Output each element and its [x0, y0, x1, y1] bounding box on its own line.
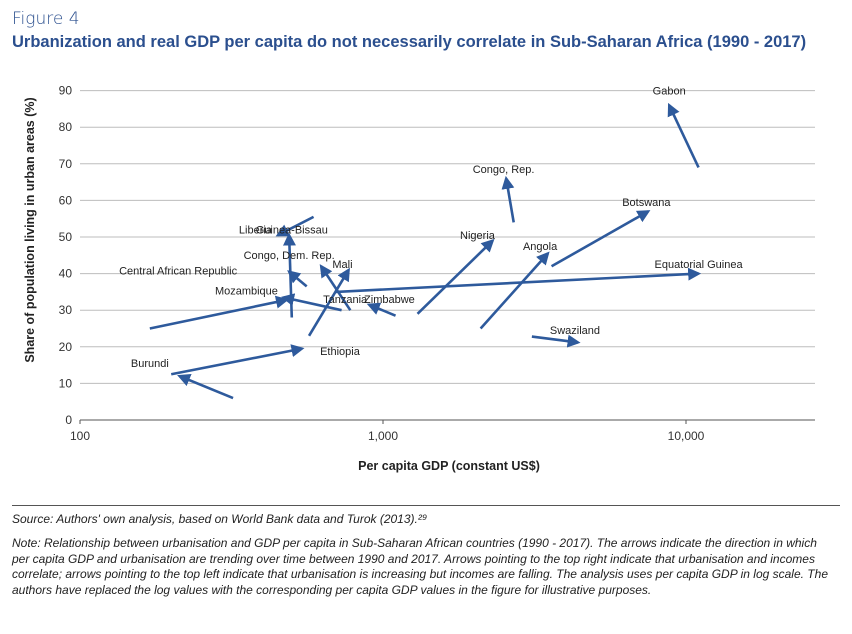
y-tick-label: 60	[59, 193, 73, 207]
y-axis: 0 10 20 30 40 50 60 70 80 90	[59, 84, 73, 427]
arrow-ethiopia	[170, 344, 305, 376]
arrow-congo-rep	[501, 175, 515, 223]
arrow-swaziland	[531, 334, 581, 348]
label-burundi: Burundi	[131, 358, 169, 370]
arrow-zimbabwe	[366, 302, 397, 317]
label-equatorial-guinea: Equatorial Guinea	[655, 259, 744, 271]
x-tick-label: 100	[70, 429, 90, 443]
label-swaziland: Swaziland	[550, 325, 600, 337]
arrow-guinea-bissau	[282, 232, 296, 318]
y-axis-label: Share of population living in urban area…	[23, 97, 37, 362]
label-ethiopia: Ethiopia	[320, 346, 361, 358]
y-tick-label: 90	[59, 84, 73, 98]
label-congo-rep: Congo, Rep.	[473, 164, 535, 176]
label-angola: Angola	[523, 241, 558, 253]
x-tick-label: 10,000	[668, 429, 705, 443]
x-tick-label: 1,000	[368, 429, 398, 443]
label-botswana: Botswana	[622, 197, 671, 209]
arrow-angola	[479, 251, 550, 330]
y-tick-label: 80	[59, 120, 73, 134]
label-guinea-bissau: Guinea-Bissau	[256, 224, 328, 236]
arrow-mali	[307, 267, 350, 337]
arrow-congo-dem-rep	[319, 264, 352, 311]
y-tick-label: 50	[59, 230, 73, 244]
label-zimbabwe: Zimbabwe	[364, 294, 415, 306]
arrow-central-african-republic	[287, 270, 308, 288]
label-mozambique: Mozambique	[215, 285, 278, 297]
figure-label: Figure 4	[12, 9, 80, 29]
arrow-gabon	[667, 102, 700, 169]
note-text: Note: Relationship between urbanisation …	[12, 536, 828, 597]
label-gabon: Gabon	[653, 85, 686, 97]
y-tick-label: 40	[59, 267, 73, 281]
label-congo-dem-rep: Congo, Dem. Rep.	[244, 250, 335, 262]
arrow-nigeria	[416, 238, 495, 315]
label-mali: Mali	[332, 259, 352, 271]
country-labels: Gabon Congo, Rep. Botswana LiberiaGuinea-Bi…	[119, 85, 743, 370]
chart-title: Urbanization and real GDP per capita do …	[12, 33, 807, 51]
arrows	[149, 102, 702, 400]
label-central-african-republic: Central African Republic	[119, 265, 238, 277]
y-tick-label: 10	[59, 376, 73, 390]
arrow-mozambique	[149, 295, 289, 330]
footer-divider	[12, 505, 840, 506]
y-tick-label: 30	[59, 303, 73, 317]
arrow-liberia	[275, 215, 315, 237]
scatter-arrow-chart: 0 10 20 30 40 50 60 70 80 90 100 1,000 10,000 Gabon…	[23, 84, 815, 473]
label-tanzania: Tanzania	[323, 294, 368, 306]
arrow-burundi	[177, 374, 234, 400]
y-tick-label: 20	[59, 340, 73, 354]
y-tick-label: 70	[59, 157, 73, 171]
label-nigeria: Nigeria	[460, 230, 496, 242]
y-tick-label: 0	[65, 413, 72, 427]
arrow-equatorial-guinea	[335, 267, 702, 294]
gridlines	[80, 90, 815, 421]
label-liberia: Liberia	[239, 224, 273, 236]
x-axis: 100 1,000 10,000	[70, 420, 705, 443]
source-text: Source: Authors' own analysis, based on …	[12, 512, 428, 526]
arrow-botswana	[550, 210, 651, 268]
x-axis-label: Per capita GDP (constant US$)	[358, 459, 540, 473]
arrow-tanzania	[281, 293, 342, 312]
